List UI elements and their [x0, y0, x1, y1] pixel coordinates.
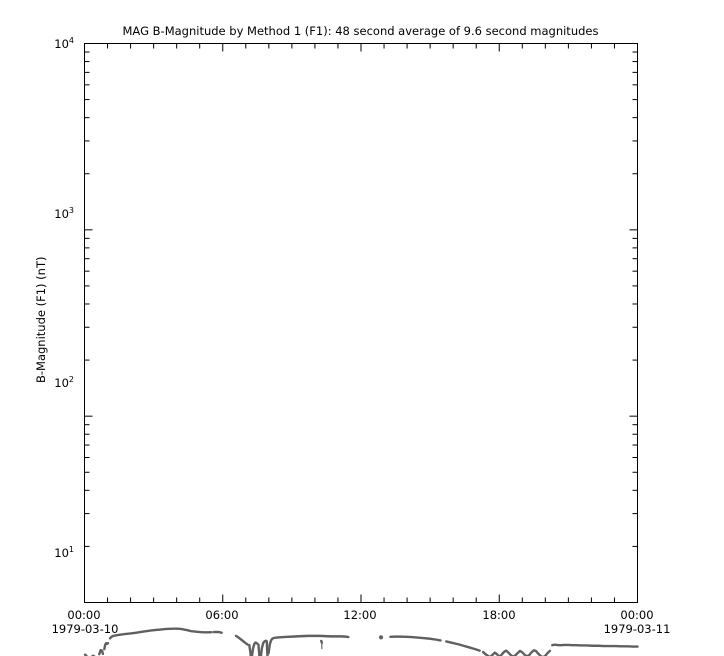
trace-segment [265, 639, 269, 656]
trace-segment [103, 641, 110, 651]
trace-segment [98, 648, 105, 656]
trace-segment [389, 635, 442, 642]
trace-segment [320, 639, 324, 644]
chart-title: MAG B-Magnitude by Method 1 (F1): 48 sec… [122, 24, 599, 38]
y-axis-label: B-Magnitude (F1) (nT) [34, 256, 48, 383]
trace-segment [250, 641, 259, 656]
data-trace [83, 627, 639, 656]
x-tick-label-2: 12:00 [343, 608, 377, 622]
trace-segment [257, 643, 261, 656]
x-tick-label-4: 00:00 [620, 608, 654, 622]
y-tick-label-10000: 104 [54, 36, 74, 51]
trace-segment [234, 634, 249, 646]
trace-segment [481, 649, 552, 656]
trace-segment [267, 634, 350, 655]
trace-segment [551, 643, 639, 648]
trace-segment [445, 640, 481, 652]
x-tick-date-4: 1979-03-11 [603, 622, 671, 636]
trace-segment [259, 639, 268, 656]
y-tick-label-10: 101 [54, 545, 74, 560]
x-tick-label-3: 18:00 [482, 608, 516, 622]
axes-frame [84, 43, 638, 603]
x-tick-marks [84, 43, 638, 603]
x-tick-label-1: 06:00 [205, 608, 239, 622]
x-tick-date-0: 1979-03-10 [51, 622, 119, 636]
y-tick-label-1000: 103 [54, 206, 74, 221]
y-tick-label-100: 102 [54, 375, 74, 390]
x-tick-label-0: 00:00 [67, 608, 101, 622]
trace-segment [108, 627, 213, 640]
trace-segment [248, 643, 252, 656]
y-tick-marks [84, 43, 638, 603]
data-marker [378, 635, 384, 640]
trace-segment [212, 630, 223, 634]
axes-box [84, 43, 638, 603]
